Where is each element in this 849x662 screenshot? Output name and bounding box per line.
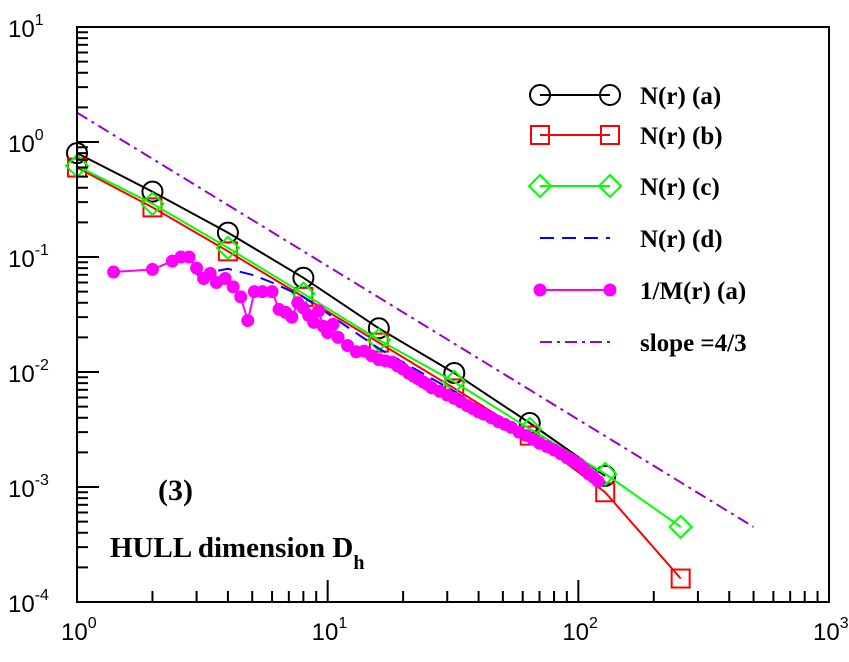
data-point (107, 265, 121, 279)
series-line (76, 166, 682, 580)
legend-entry: 1/M(r) (a) (533, 278, 746, 305)
x-tick-label-base: 10 (562, 619, 589, 646)
series-4 (107, 250, 605, 488)
data-point (341, 338, 355, 352)
data-point (141, 180, 164, 203)
y-tick-label: 100 (8, 127, 44, 158)
legend-label: 1/M(r) (a) (640, 278, 746, 305)
series-3 (196, 267, 606, 484)
data-point (670, 568, 691, 589)
legend-marker (533, 283, 547, 297)
legend-entry: N(r) (c) (527, 173, 720, 201)
data-point (142, 197, 163, 218)
data-point (217, 241, 238, 262)
legend-label: N(r) (a) (640, 83, 721, 110)
data-point (326, 317, 340, 331)
data-point (668, 514, 694, 540)
legend-label: slope =4/3 (640, 330, 747, 357)
legend-entry: N(r) (a) (529, 83, 721, 110)
data-point (312, 304, 326, 318)
data-point (595, 482, 616, 503)
y-tick-label-exponent: -3 (35, 472, 49, 489)
x-tick-label-base: 10 (312, 619, 339, 646)
data-point (226, 280, 240, 294)
legend-entry: N(r) (d) (540, 226, 723, 253)
panel-label: (3) (158, 474, 193, 507)
data-point (190, 261, 204, 275)
y-tick-label-exponent: -2 (35, 357, 49, 374)
chart-title-main: HULL dimension D (110, 532, 353, 564)
x-tick-label-exponent: 3 (840, 615, 849, 632)
x-tick-label-base: 10 (61, 619, 88, 646)
legend-label: N(r) (b) (640, 123, 723, 150)
data-point (203, 266, 217, 280)
y-tick-label-base: 10 (8, 246, 35, 273)
data-point (591, 474, 605, 488)
x-tick-label: 101 (312, 615, 348, 646)
y-tick-label-exponent: 0 (35, 127, 44, 144)
x-tick-label-exponent: 2 (589, 615, 598, 632)
y-tick-label-base: 10 (8, 361, 35, 388)
series-line (113, 256, 599, 483)
legend-label: N(r) (d) (640, 226, 723, 253)
y-tick-label: 101 (8, 12, 44, 43)
series-5 (76, 111, 755, 528)
y-tick-label: 10-2 (8, 357, 49, 388)
series-line (76, 152, 606, 477)
y-tick-label-base: 10 (8, 131, 35, 158)
x-tick-label-exponent: 1 (338, 615, 347, 632)
legend-entry: slope =4/3 (540, 330, 747, 357)
y-tick-label-exponent: -1 (35, 242, 49, 259)
data-point (366, 327, 392, 353)
axis-ticks (76, 31, 819, 603)
data-point (218, 272, 232, 286)
data-point (140, 191, 165, 217)
series-line (76, 111, 755, 528)
y-tick-label: 10-1 (8, 242, 49, 273)
y-tick-label-exponent: 1 (35, 12, 44, 29)
legend-marker (529, 84, 551, 106)
legend-entry: N(r) (b) (530, 123, 723, 150)
x-tick-label: 102 (562, 615, 598, 646)
legend-marker (597, 173, 623, 199)
data-point (592, 461, 618, 487)
legend-label: N(r) (c) (640, 174, 720, 201)
legend-marker (600, 125, 620, 145)
legend-marker (527, 173, 553, 199)
data-point (234, 290, 248, 304)
y-tick-label-exponent: -4 (35, 587, 49, 604)
data-point (331, 330, 345, 344)
data-point (145, 262, 159, 276)
series-1 (67, 157, 691, 589)
y-tick-label-base: 10 (8, 16, 35, 43)
data-point (215, 235, 241, 261)
chart-title: HULL dimension Dh (110, 532, 364, 574)
data-point (285, 310, 299, 324)
plot-frame (76, 26, 830, 603)
y-tick-label: 10-4 (8, 587, 49, 618)
y-tick-label: 10-3 (8, 472, 49, 503)
y-tick-label-base: 10 (8, 476, 35, 503)
series-layer (64, 111, 755, 589)
x-tick-label-base: 10 (813, 619, 840, 646)
legend: N(r) (a) N(r) (b) N(r) (c) N(r) (d) 1/M(r) (… (527, 83, 747, 357)
legend-marker (603, 283, 617, 297)
legend-marker (599, 84, 621, 106)
x-tick-label: 100 (61, 615, 97, 646)
data-point (182, 250, 196, 264)
data-point (367, 317, 390, 340)
legend-marker (530, 125, 550, 145)
x-tick-label-exponent: 0 (88, 615, 97, 632)
chart-title-subscript: h (353, 552, 364, 574)
x-tick-label: 103 (813, 615, 849, 646)
series-line (196, 267, 606, 484)
y-tick-label-base: 10 (8, 591, 35, 618)
data-point (265, 285, 279, 299)
data-point (241, 314, 255, 328)
